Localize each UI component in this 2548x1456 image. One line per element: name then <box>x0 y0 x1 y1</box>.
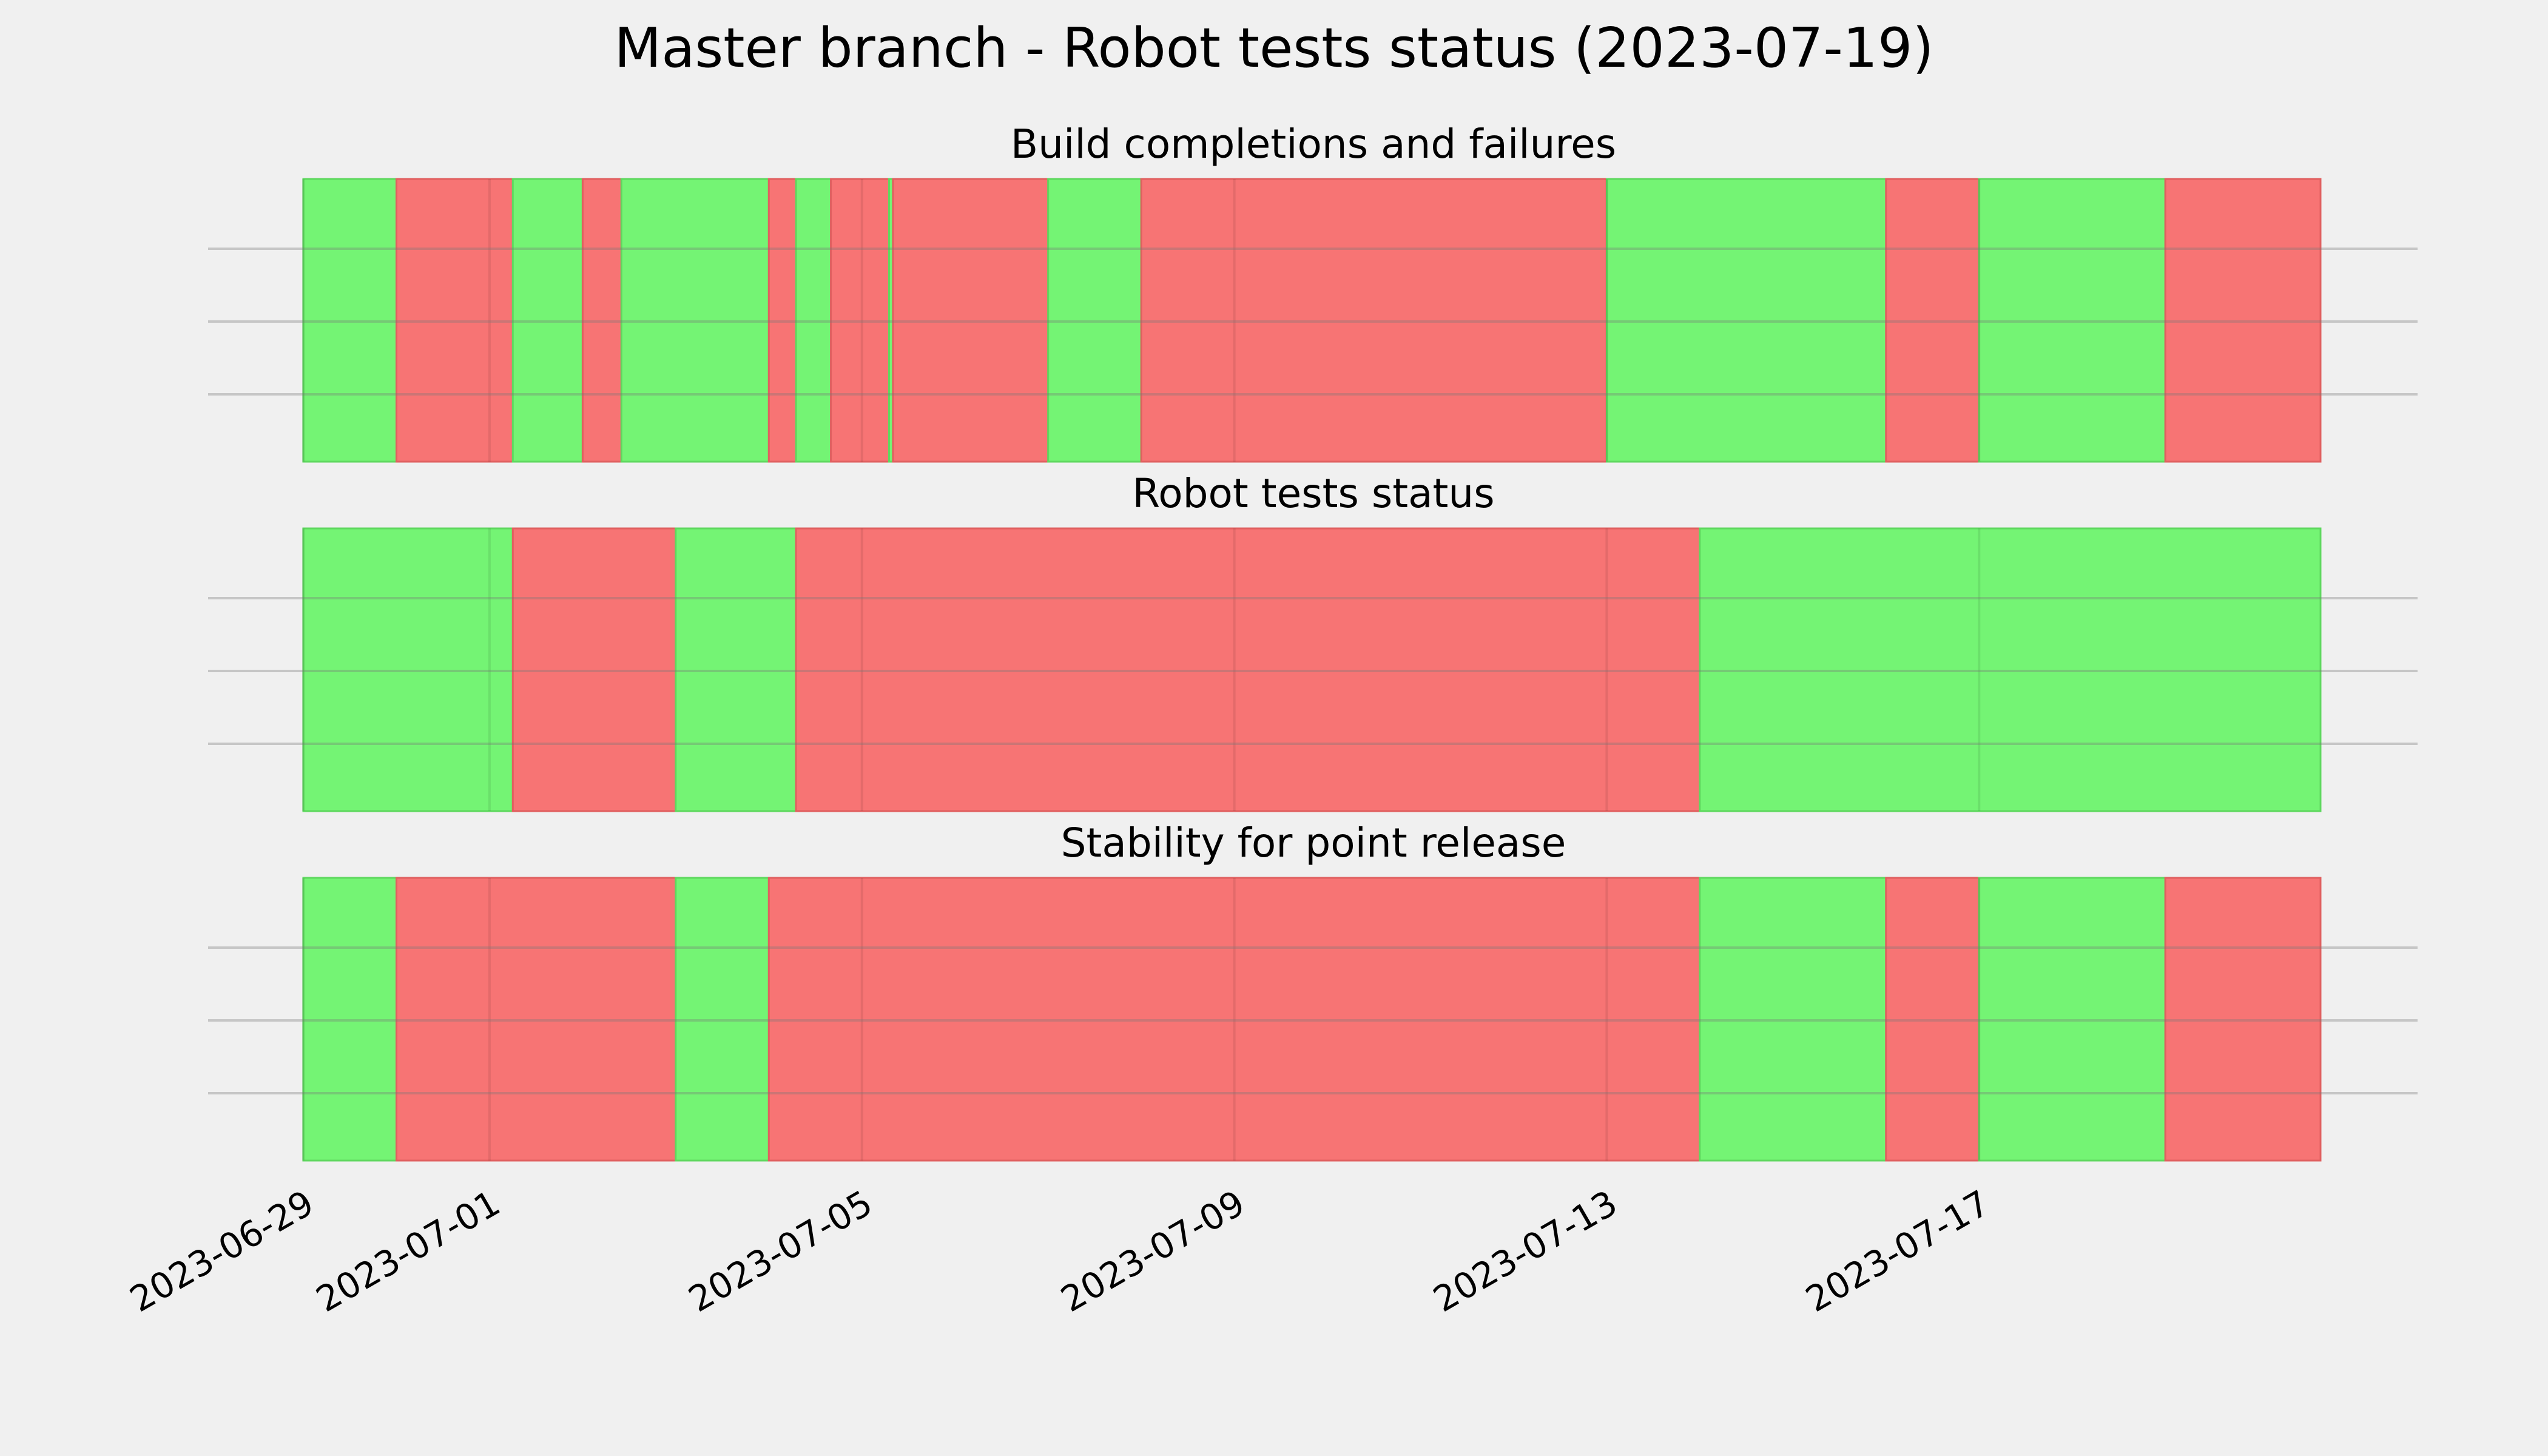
build-segment-pass <box>302 178 397 463</box>
build-gridlines <box>208 179 2418 462</box>
panel-title-build: Build completions and failures <box>1011 121 1616 167</box>
build-segment-fail <box>892 178 1050 463</box>
robot-segment-pass <box>302 527 514 812</box>
robot-segments <box>302 527 2322 812</box>
panel-stability: Stability for point release <box>208 820 2418 1162</box>
stability-segment-pass <box>675 877 770 1162</box>
panel-build: Build completions and failures <box>208 121 2418 463</box>
build-segment-fail <box>1885 178 1980 463</box>
stability-segment-fail <box>767 877 1701 1162</box>
build-segment-fail <box>581 178 622 463</box>
stability-segment-fail <box>2164 877 2322 1162</box>
stability-gridlines <box>208 878 2418 1161</box>
build-segment-pass <box>1978 178 2166 463</box>
build-segment-fail <box>1140 178 1608 463</box>
panel-robot: Robot tests status <box>208 470 2418 812</box>
stability-segment-fail <box>396 877 677 1162</box>
build-segment-fail <box>2164 178 2322 463</box>
robot-segment-pass <box>675 527 797 812</box>
stability-segment-pass <box>1699 877 1887 1162</box>
build-segment-pass <box>620 178 770 463</box>
panel-title-robot: Robot tests status <box>1132 470 1494 517</box>
robot-segment-fail <box>795 527 1701 812</box>
build-segment-fail <box>830 178 890 463</box>
build-segment-fail <box>767 178 797 463</box>
robot-segment-fail <box>511 527 677 812</box>
build-segment-pass <box>795 178 832 463</box>
build-segments <box>302 178 2322 463</box>
panel-title-stability: Stability for point release <box>1061 820 1566 866</box>
build-segment-pass <box>1606 178 1887 463</box>
figure-title: Master branch - Robot tests status (2023… <box>615 16 1934 80</box>
robot-gridlines <box>208 528 2418 811</box>
stability-segments <box>302 877 2322 1162</box>
build-segment-pass <box>1047 178 1142 463</box>
robot-segment-pass <box>1699 527 2322 812</box>
stability-segment-pass <box>302 877 397 1162</box>
